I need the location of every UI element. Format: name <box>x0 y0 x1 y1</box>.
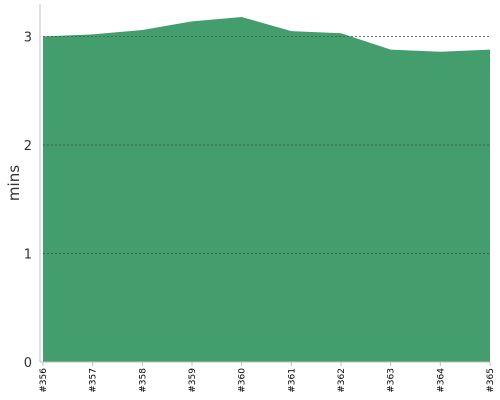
y-tick-labels: 0 1 2 3 <box>24 31 32 371</box>
y-tick-label: 1 <box>24 248 32 263</box>
x-tick-label: #363 <box>387 368 397 393</box>
x-tick-label: #359 <box>188 368 198 393</box>
y-tick-label: 3 <box>24 31 32 46</box>
x-tick-label: #364 <box>436 368 446 393</box>
x-tick-label: #357 <box>89 368 99 393</box>
x-tick-label: #356 <box>39 368 49 393</box>
axis-layer <box>39 4 490 363</box>
x-tick-label: #360 <box>238 368 248 393</box>
area-layer <box>43 17 490 362</box>
y-tick-label: 2 <box>24 139 32 154</box>
x-tick-label: #362 <box>337 368 347 393</box>
x-tick-label: #365 <box>486 368 496 393</box>
y-tick-label: 0 <box>24 356 32 371</box>
x-tick-label: #358 <box>138 368 148 393</box>
y-axis-title: mins <box>5 165 23 201</box>
x-tick-label: #361 <box>287 368 297 393</box>
x-tick-labels: #356 #357 #358 #359 #360 #361 #362 #363 #364 #365 <box>39 362 496 393</box>
area-series <box>43 17 490 362</box>
